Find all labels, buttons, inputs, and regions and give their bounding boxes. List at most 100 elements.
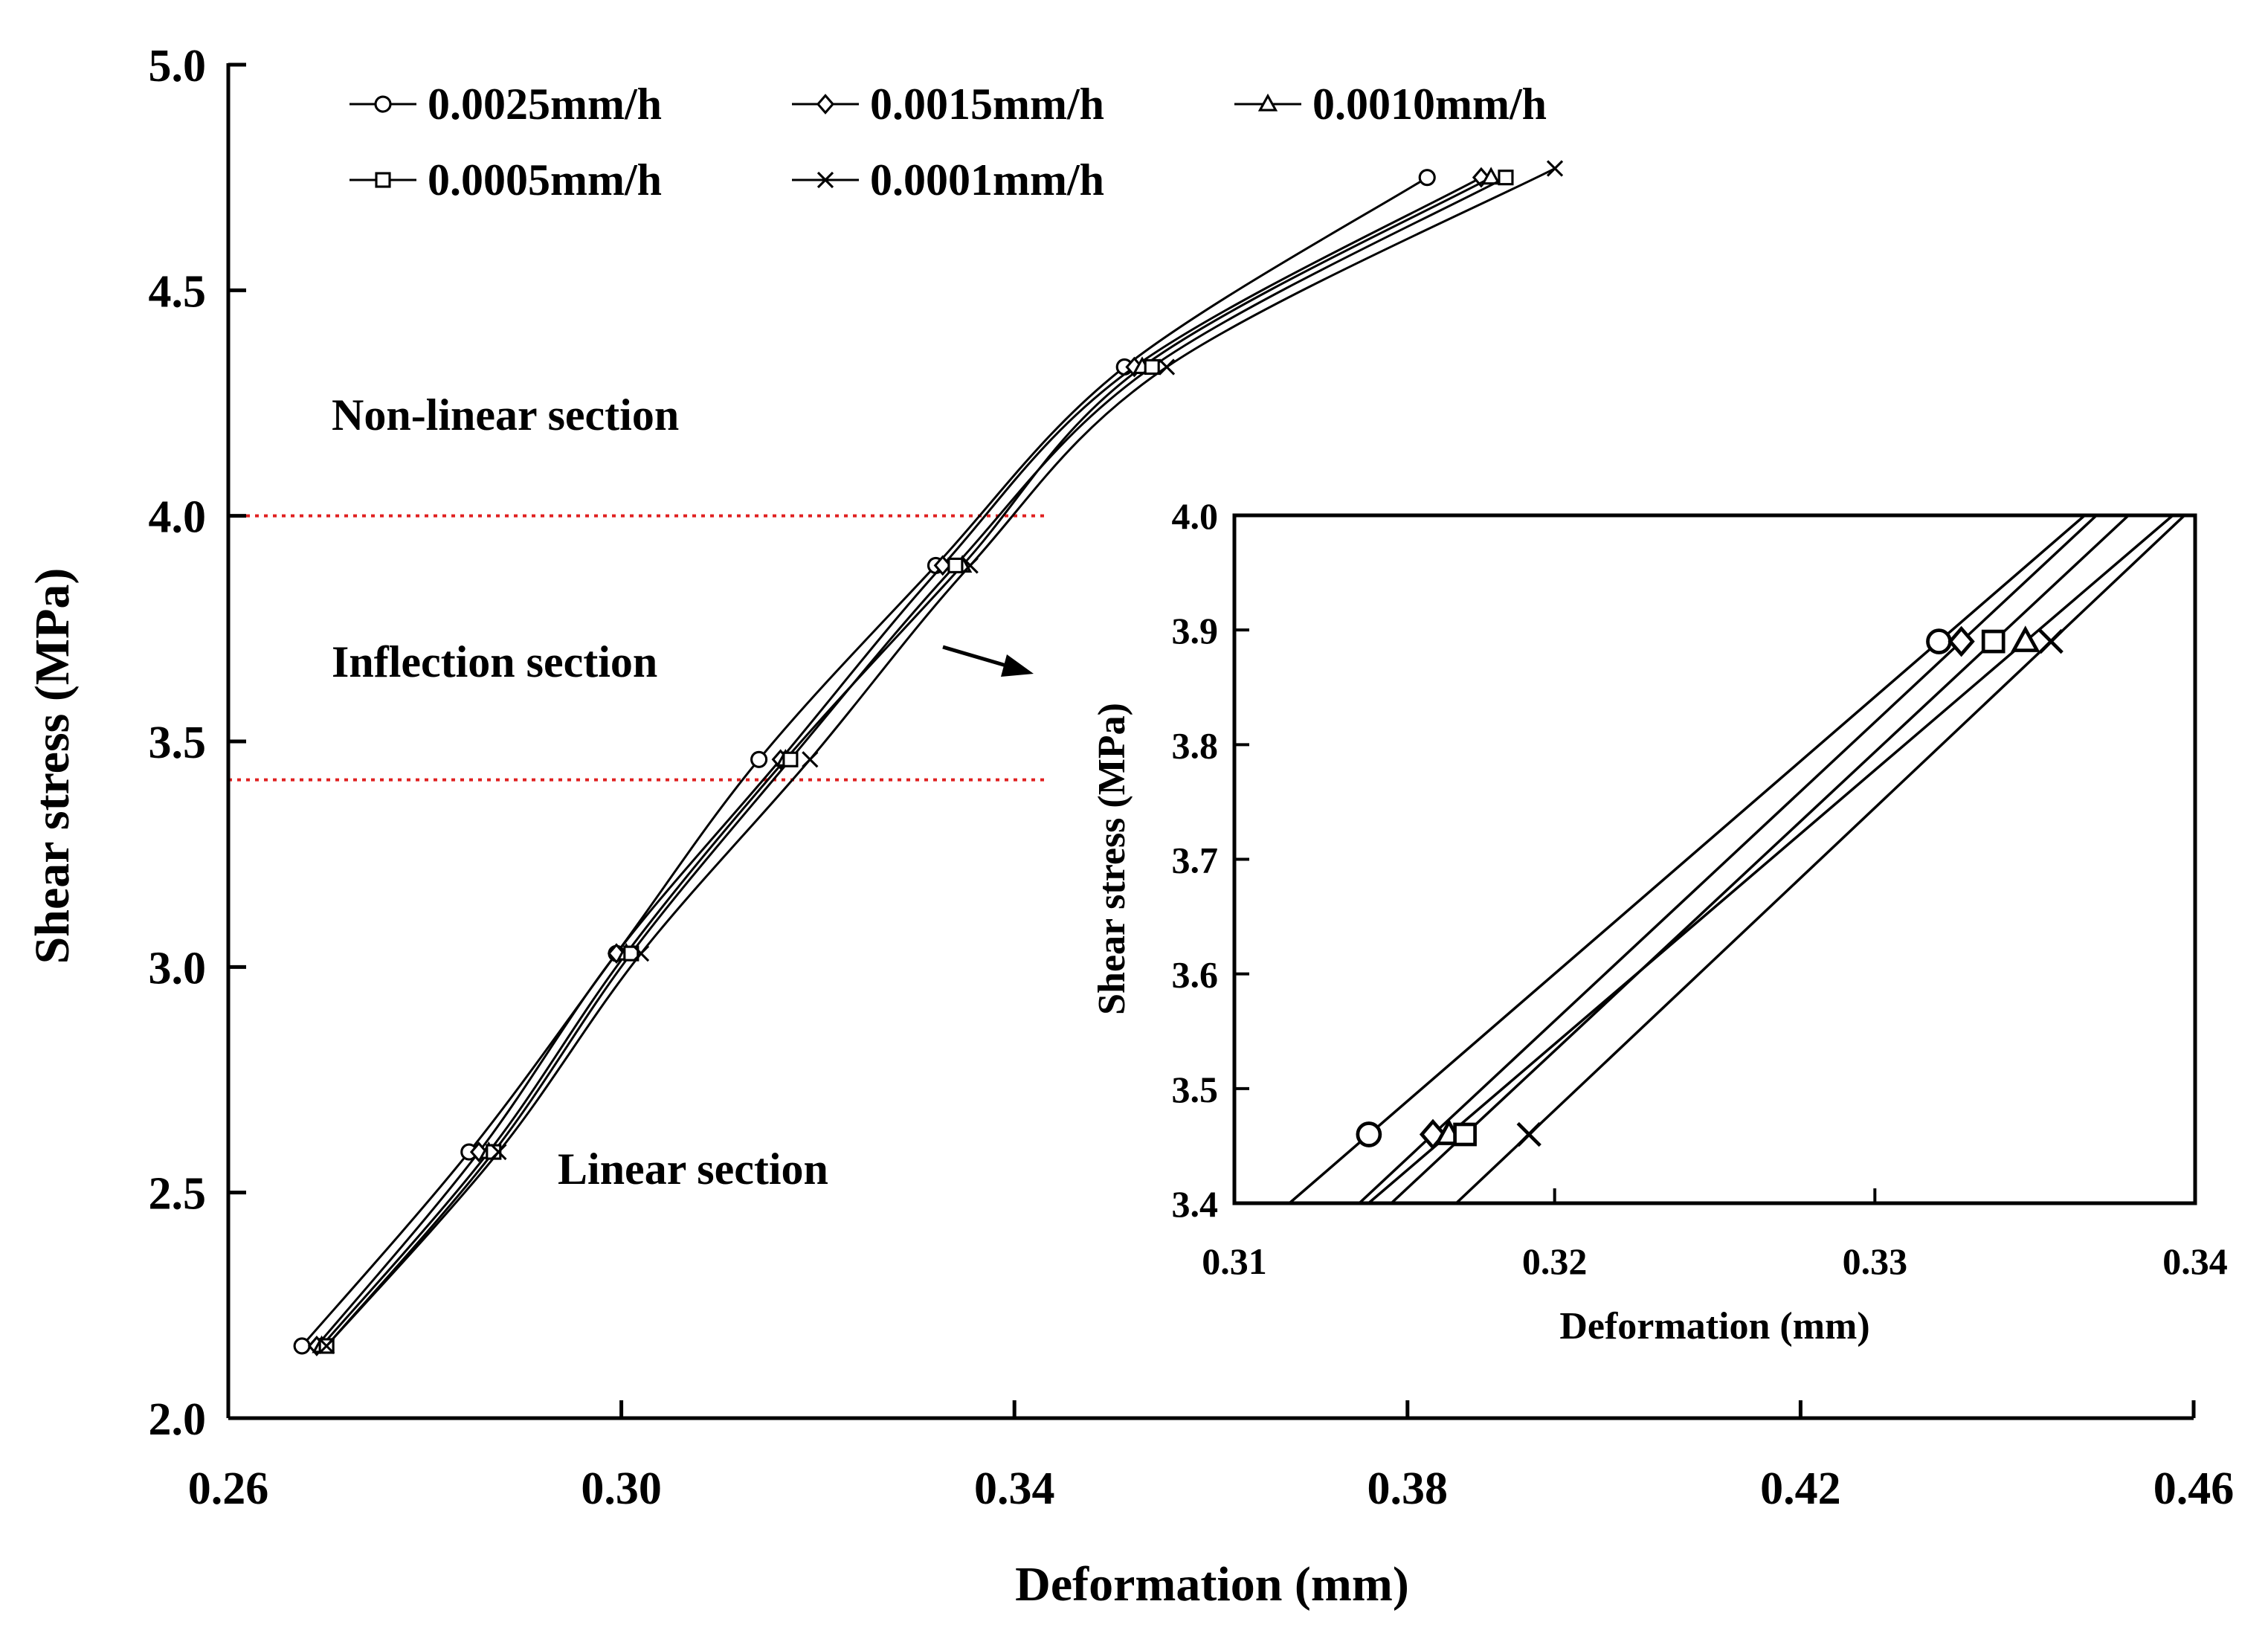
inset-x-tick-label-0: 0.31 — [1202, 1240, 1267, 1282]
main-x-tick-label-5: 0.46 — [2153, 1463, 2235, 1514]
inset-point-0.0001mm/h-1-stroke-b — [2038, 628, 2064, 654]
legend-item-0.0001mm/h: 0.0001mm/h — [792, 155, 1104, 205]
inset-y-tick-label-0: 3.4 — [1172, 1183, 1219, 1225]
point-0.0005mm/h-4 — [947, 557, 964, 573]
main-y-tick-label-1: 2.5 — [149, 1169, 207, 1220]
main-series-group — [293, 160, 1564, 1356]
legend-label-1: 0.0015mm/h — [870, 80, 1104, 129]
inset-point-0.0001mm/h-1 — [2038, 628, 2064, 654]
inset-y-tick-label-4: 3.8 — [1172, 724, 1219, 766]
arrow-head — [1001, 654, 1034, 677]
inset-y-tick-label-3: 3.7 — [1172, 840, 1219, 881]
inset-pointer-arrow — [942, 645, 1034, 677]
inset-series-0.0025mm/h — [1288, 515, 2086, 1203]
legend-marker-2 — [1257, 93, 1278, 112]
main-y-tick-label-6: 5.0 — [149, 41, 207, 91]
inset-chart: 0.31 0.32 0.33 0.34 3.4 3.5 3.6 3.7 3.8 3.9 4.0 De… — [1091, 495, 2228, 1347]
inset-series-line-0.0005mm/h — [1390, 515, 2130, 1203]
point-0.0001mm/h-3-stroke-b — [802, 751, 819, 768]
annotation-linear-section: Linear section — [558, 1144, 828, 1194]
legend-marker-0 — [374, 95, 392, 113]
inset-point-0.0001mm/h-0-stroke-b — [1516, 1121, 1541, 1147]
main-x-tick-label-1: 0.30 — [581, 1463, 662, 1514]
main-y-tick-label-3: 3.5 — [149, 718, 207, 768]
main-annotations: Non-linear section Inflection section Li… — [332, 390, 828, 1194]
inset-series-group — [1288, 515, 2185, 1203]
inset-series-line-0.0010mm/h — [1367, 515, 2174, 1203]
inset-point-0.0001mm/h-0 — [1516, 1121, 1541, 1147]
inset-background — [1234, 515, 2195, 1203]
legend-marker-4 — [816, 171, 834, 189]
point-0.0001mm/h-3 — [802, 751, 819, 768]
legend-marker-3 — [375, 172, 391, 188]
legend: 0.0025mm/h 0.0015mm/h 0.0010mm/h 0.0005mm/h… — [349, 80, 1547, 205]
legend-label-0: 0.0025mm/h — [428, 80, 662, 129]
inset-x-axis-label: Deformation (mm) — [1559, 1305, 1869, 1347]
legend-item-0.0015mm/h: 0.0015mm/h — [792, 80, 1104, 129]
point-0.0001mm/h-6-stroke-b — [1546, 160, 1564, 177]
main-y-tick-label-0: 2.0 — [149, 1394, 207, 1445]
annotation-inflection-section: Inflection section — [332, 637, 657, 686]
inset-point-0.0025mm/h-0 — [1356, 1121, 1382, 1147]
inset-series-0.0005mm/h — [1390, 515, 2130, 1203]
legend-label-2: 0.0010mm/h — [1312, 80, 1547, 129]
point-0.0025mm/h-3 — [750, 750, 768, 768]
main-x-tick-label-2: 0.34 — [974, 1463, 1055, 1514]
legend-label-3: 0.0005mm/h — [428, 155, 662, 205]
main-chart: 0.26 0.30 0.34 0.38 0.42 0.46 2.0 2.5 3.0 3.5 4.0 4… — [25, 41, 2234, 1611]
point-0.0025mm/h-0 — [293, 1337, 311, 1355]
point-0.0001mm/h-2-stroke-b — [632, 945, 650, 962]
point-0.0001mm/h-5-stroke-b — [1158, 358, 1176, 376]
main-y-tick-label-2: 3.0 — [149, 943, 207, 994]
inset-series-line-0.0015mm/h — [1358, 515, 2098, 1203]
main-x-tick-label-0: 0.26 — [188, 1463, 269, 1514]
inset-y-tick-label-1: 3.5 — [1172, 1069, 1219, 1110]
main-x-tick-label-3: 0.38 — [1367, 1463, 1449, 1514]
point-0.0001mm/h-6 — [1546, 160, 1564, 177]
inset-axes — [1232, 513, 2197, 1205]
point-0.0005mm/h-3 — [782, 751, 799, 767]
main-y-axis-label: Shear stress (MPa) — [25, 568, 80, 965]
main-x-tick-label-4: 0.42 — [1760, 1463, 1841, 1514]
legend-item-0.0010mm/h: 0.0010mm/h — [1234, 80, 1547, 129]
inset-x-tick-label-1: 0.32 — [1522, 1240, 1588, 1282]
inset-tick-labels: 0.31 0.32 0.33 0.34 3.4 3.5 3.6 3.7 3.8 3.9 4.0 — [1172, 495, 2228, 1282]
main-x-axis-label: Deformation (mm) — [1015, 1557, 1409, 1611]
legend-marker-4-stroke-b — [816, 171, 834, 189]
inset-series-0.0010mm/h — [1367, 515, 2174, 1203]
point-0.0001mm/h-1 — [490, 1143, 507, 1161]
point-0.0001mm/h-0-stroke-b — [318, 1337, 335, 1355]
point-0.0001mm/h-4-stroke-b — [961, 557, 979, 574]
inset-x-tick-label-2: 0.33 — [1843, 1240, 1908, 1282]
legend-item-0.0005mm/h: 0.0005mm/h — [349, 155, 662, 205]
point-0.0005mm/h-5 — [1144, 358, 1160, 376]
inset-series-line-0.0025mm/h — [1288, 515, 2086, 1203]
point-0.0001mm/h-5 — [1158, 358, 1176, 376]
point-0.0001mm/h-1-stroke-b — [490, 1143, 507, 1161]
main-reference-lines — [228, 514, 1048, 782]
point-0.0001mm/h-2 — [632, 945, 650, 962]
annotation-non-linear-section: Non-linear section — [332, 390, 679, 439]
inset-point-0.0005mm/h-1 — [1981, 629, 2006, 654]
inset-y-tick-label-2: 3.6 — [1172, 954, 1219, 996]
inset-y-tick-label-6: 4.0 — [1172, 495, 1219, 537]
inset-x-tick-label-3: 0.34 — [2162, 1240, 2228, 1282]
inset-series-line-0.0001mm/h — [1455, 515, 2185, 1203]
inset-point-0.0025mm/h-1 — [1926, 628, 1952, 654]
point-0.0005mm/h-6 — [1498, 170, 1514, 186]
point-0.0001mm/h-4 — [961, 557, 979, 574]
legend-label-4: 0.0001mm/h — [870, 155, 1104, 205]
main-y-tick-label-4: 4.0 — [149, 492, 207, 543]
legend-marker-1 — [816, 94, 835, 115]
main-tick-labels: 0.26 0.30 0.34 0.38 0.42 0.46 2.0 2.5 3.0 3.5 4.0 4… — [149, 41, 2235, 1514]
inset-y-axis-label: Shear stress (MPa) — [1091, 703, 1133, 1015]
inset-point-0.0005mm/h-0 — [1453, 1122, 1477, 1147]
point-0.0025mm/h-6 — [1418, 169, 1436, 187]
inset-y-tick-label-5: 3.9 — [1172, 610, 1219, 651]
inset-point-0.0010mm/h-1 — [2011, 625, 2040, 652]
main-y-tick-label-5: 4.5 — [149, 266, 207, 317]
inset-point-0.0015mm/h-1 — [1948, 625, 1975, 657]
inset-series-0.0001mm/h — [1455, 515, 2185, 1203]
point-0.0005mm/h-2 — [623, 945, 640, 962]
